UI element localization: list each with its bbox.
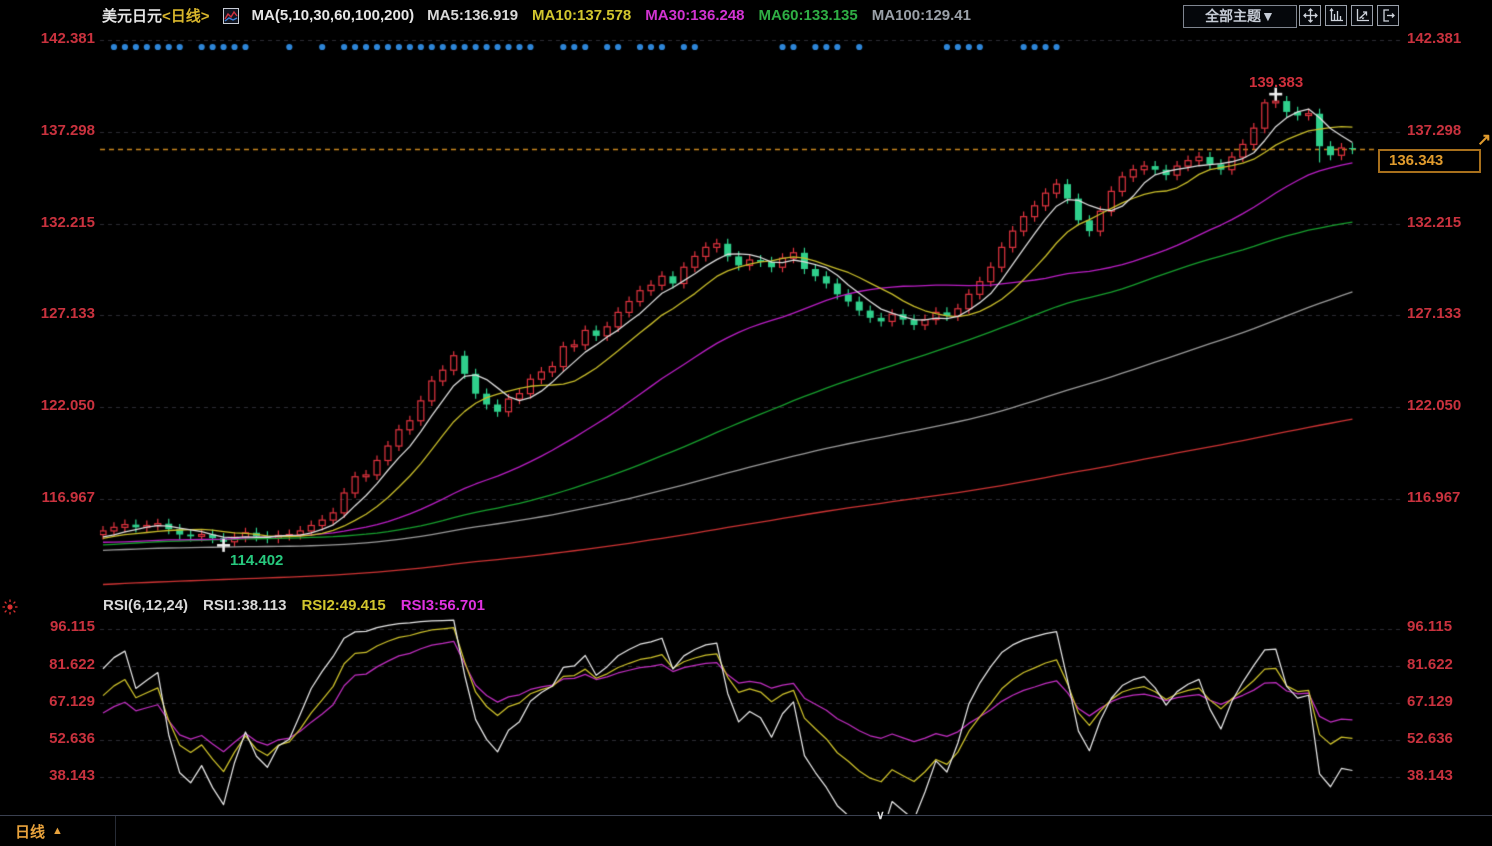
- ma-group-label: MA(5,10,30,60,100,200): [251, 7, 415, 24]
- rsi-value: RSI3:56.701: [400, 597, 485, 614]
- exit-icon[interactable]: [1377, 5, 1399, 26]
- price-up-arrow-icon: ↗: [1477, 130, 1492, 149]
- rsi-value: RSI2:49.415: [301, 597, 386, 614]
- ma-values: MA5:136.919 MA10:137.578 MA30:136.248 MA60:…: [427, 7, 971, 24]
- rsi-values: RSI1:38.113 RSI2:49.415 RSI3:56.701: [203, 597, 485, 614]
- pan-crosshair-icon[interactable]: [1299, 5, 1321, 26]
- chart-header: 美元日元<日线> MA(5,10,30,60,100,200) MA5:136.…: [102, 5, 971, 26]
- period-selector[interactable]: 日线 ▲: [0, 816, 116, 846]
- symbol-title: 美元日元<日线>: [102, 5, 210, 26]
- ma-value: MA10:137.578: [532, 7, 632, 24]
- time-axis-bar: [0, 815, 1492, 846]
- ma-value: MA60:133.135: [758, 7, 858, 24]
- rsi-group-label: RSI(6,12,24): [103, 597, 189, 614]
- period-tag: <日线>: [162, 8, 210, 25]
- current-price-tag: 136.343: [1378, 149, 1481, 173]
- period-up-triangle-icon: ▲: [52, 825, 63, 837]
- high-price-label: 139.383: [1249, 74, 1304, 91]
- indicator-settings-icon[interactable]: [2, 599, 18, 615]
- axis-scale-icon[interactable]: [1325, 5, 1347, 26]
- chart-tools-icon[interactable]: [1351, 5, 1373, 26]
- ma-value: MA30:136.248: [645, 7, 745, 24]
- low-price-label: 114.402: [230, 552, 284, 569]
- ma-value: MA5:136.919: [427, 7, 519, 24]
- chart-style-icon[interactable]: [222, 7, 239, 24]
- symbol-name: 美元日元: [102, 8, 163, 25]
- ma-value: MA100:129.41: [871, 7, 971, 24]
- theme-select-button[interactable]: 全部主题▼: [1183, 5, 1297, 28]
- period-selector-label: 日线: [15, 823, 46, 841]
- rsi-value: RSI1:38.113: [203, 597, 287, 614]
- rsi-header: RSI(6,12,24) RSI1:38.113 RSI2:49.415 RSI3:…: [103, 597, 485, 614]
- offscale-marker: ∨: [876, 808, 885, 822]
